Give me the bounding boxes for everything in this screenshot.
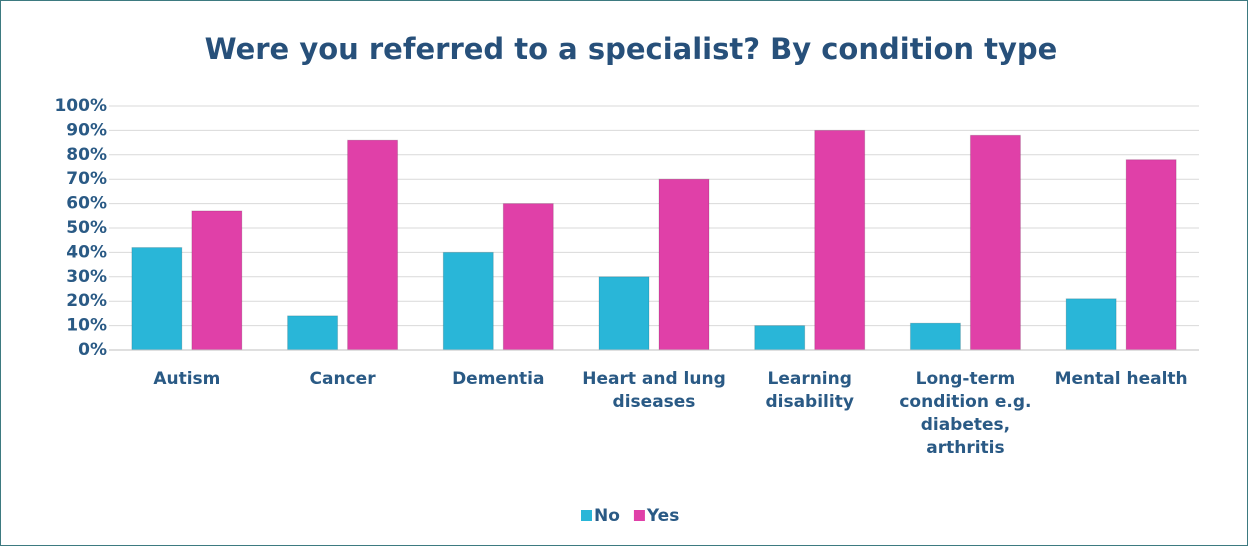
x-tick-label: Autism <box>153 369 221 389</box>
bar <box>442 251 494 351</box>
bar <box>502 203 554 351</box>
bar <box>658 178 710 351</box>
x-tick-label: Learning disability <box>765 369 854 412</box>
y-tick-label: 90% <box>66 120 107 140</box>
chart-title: Were you referred to a specialist? By co… <box>205 32 1058 66</box>
bar <box>287 315 339 351</box>
bar <box>909 322 961 351</box>
x-tick-label: Dementia <box>452 369 545 389</box>
legend-label: Yes <box>646 506 679 526</box>
bar <box>191 210 243 351</box>
y-tick-label: 100% <box>54 96 107 116</box>
y-tick-label: 20% <box>66 291 107 311</box>
y-tick-label: 40% <box>66 242 107 262</box>
bar <box>347 139 399 351</box>
bar <box>1125 159 1177 351</box>
bar <box>131 247 183 351</box>
bar <box>814 129 866 351</box>
bar <box>1065 298 1117 351</box>
legend-swatch <box>633 510 645 521</box>
legend-label: No <box>594 506 620 526</box>
y-tick-label: 30% <box>66 267 107 287</box>
bar <box>969 134 1021 351</box>
y-tick-label: 50% <box>66 218 107 238</box>
x-tick-label: Cancer <box>309 369 376 389</box>
y-tick-label: 70% <box>66 169 107 189</box>
y-tick-label: 0% <box>78 340 107 360</box>
y-tick-label: 60% <box>66 194 107 214</box>
y-tick-label: 80% <box>66 145 107 165</box>
x-tick-label: Heart and lung diseases <box>582 369 726 412</box>
y-tick-label: 10% <box>66 316 107 336</box>
x-tick-label: Mental health <box>1054 369 1188 389</box>
bar <box>598 276 650 351</box>
legend-swatch <box>581 510 592 521</box>
bar <box>754 325 806 351</box>
x-tick-label: Long-term condition e.g. diabetes, arthr… <box>899 369 1032 458</box>
